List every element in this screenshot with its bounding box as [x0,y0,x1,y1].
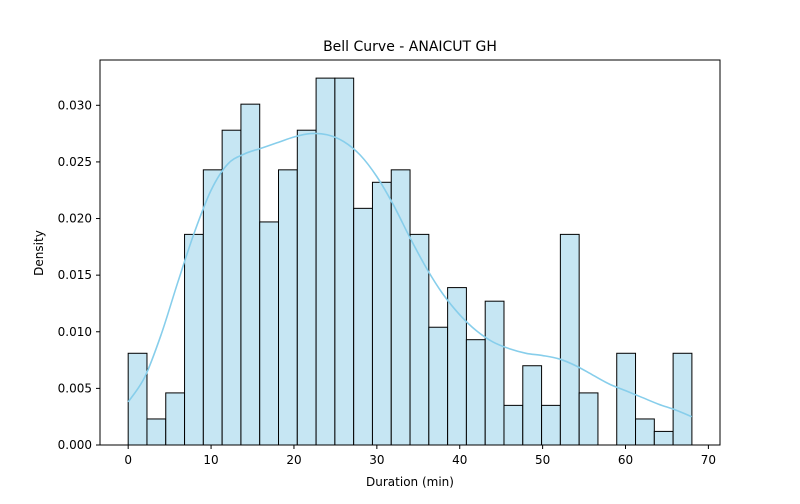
histogram-bar [334,77,355,446]
histogram-bar [465,339,486,446]
plot-frame [99,59,721,446]
x-tick-label: 50 [535,453,550,467]
histogram-bar [371,181,392,446]
x-axis-label: Duration (min) [366,475,454,489]
chart-title: Bell Curve - ANAICUT GH [323,39,497,55]
histogram-bar [259,221,280,446]
histogram-bar [146,418,167,446]
x-tick-label: 70 [701,453,716,467]
y-tick-label: 0.005 [58,381,92,395]
histogram-bar [165,392,186,446]
kde-layer [127,132,693,418]
histogram-bar [221,129,242,446]
histogram-bar [616,352,637,446]
x-tick-label: 40 [452,453,467,467]
histogram-bar [653,430,674,446]
histogram-bar [202,169,223,446]
histogram-bar [484,300,505,446]
histogram-bar [296,129,317,446]
histogram-bar [672,352,693,446]
histogram-bar [541,404,561,446]
y-axis-label: Density [32,230,46,276]
histogram-bar [278,169,298,446]
histogram-bar [503,404,524,446]
x-tick-label: 10 [203,453,218,467]
bars-layer [127,77,693,446]
histogram-bar [240,103,261,446]
y-tick-label: 0.010 [58,325,92,339]
kde-line [127,132,693,418]
y-tick-label: 0.025 [58,155,92,169]
y-tick-label: 0.015 [58,268,92,282]
histogram-bar [559,233,580,446]
x-tick-label: 20 [286,453,301,467]
histogram-bar [428,326,449,446]
histogram-bar [390,169,411,446]
y-tick-label: 0.000 [58,438,92,452]
histogram-bar [184,233,204,446]
x-tick-label: 30 [369,453,384,467]
y-tick-label: 0.030 [58,98,92,112]
y-axis: 0.000 0.005 0.010 0.015 0.020 0.025 0.030 [58,98,100,452]
x-axis: 0 10 20 30 40 50 60 70 [124,445,716,467]
x-tick-label: 60 [618,453,633,467]
histogram-bar [353,207,373,446]
histogram-bar [578,392,599,446]
x-tick-label: 0 [124,453,132,467]
histogram-bar [635,418,655,446]
histogram-bar [522,365,543,446]
y-tick-label: 0.020 [58,212,92,226]
